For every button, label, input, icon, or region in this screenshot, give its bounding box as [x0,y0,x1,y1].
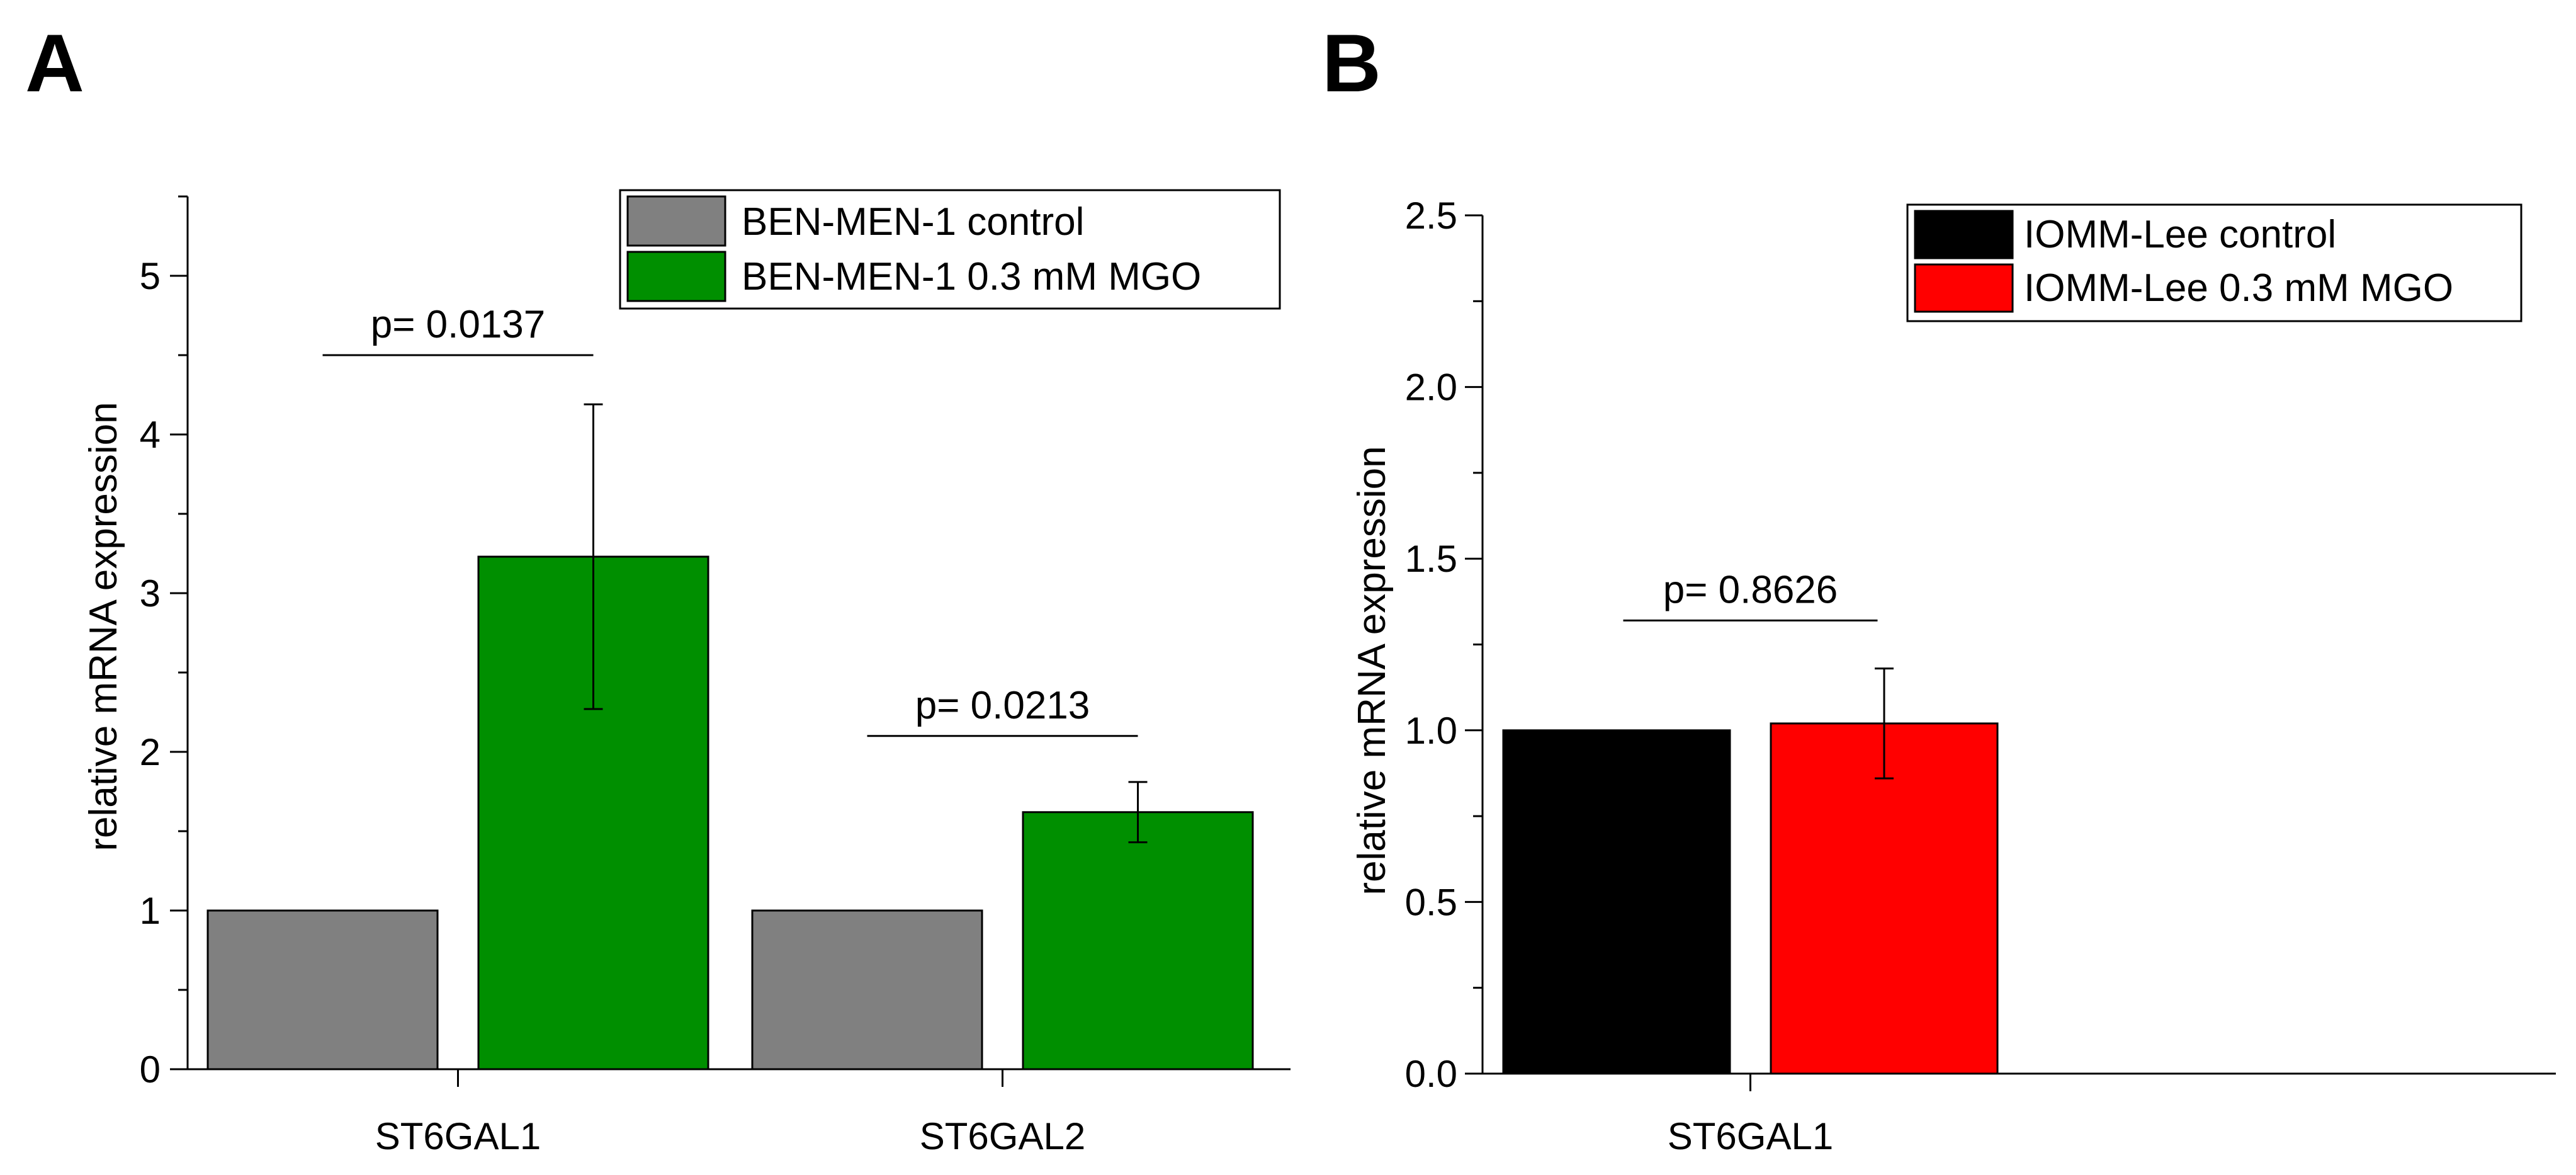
legend-box-a [619,189,1281,310]
y-tick-label-b-4: 2.0 [1405,366,1457,409]
x-tick-label-a-st6gal2: ST6GAL2 [920,1115,1085,1157]
y-tick-label-a-5: 5 [140,255,161,297]
y-tick-label-a-3: 3 [140,572,161,615]
panel-a: A relative mRNA expression ST6GAL1 ST6GAL… [25,17,1291,1157]
y-tick-label-b-1: 0.5 [1405,881,1457,923]
bar-a-st6gal2-control [751,909,983,1070]
legend-label-control-b: IOMM-Lee control [2024,213,2336,256]
bar-a-st6gal2-mgo [1022,811,1254,1070]
chart-marks-a: ST6GAL1 ST6GAL2 p= 0.0137 p= 0.0213 0 1 2 3 4 5 [140,195,1291,1157]
y-tick-label-b-2: 1.0 [1405,710,1457,752]
y-axis-title-b: relative mRNA expression [1350,446,1394,895]
legend-a: BEN-MEN-1 control BEN-MEN-1 0.3 mM MGO [619,189,1281,310]
p-value-label-a-0: p= 0.0137 [371,303,546,346]
bar-b-st6gal1-control [1502,729,1731,1075]
bar-a-st6gal1-control [206,909,439,1070]
x-tick-label-a-st6gal1: ST6GAL1 [375,1115,541,1157]
y-tick-label-a-0: 0 [140,1048,161,1091]
y-tick-label-b-0: 0.0 [1405,1053,1457,1095]
legend-label-control-a: BEN-MEN-1 control [742,200,1084,244]
panel-label-a: A [25,17,84,109]
y-tick-label-b-3: 1.5 [1405,538,1457,580]
y-tick-label-a-2: 2 [140,731,161,773]
legend-swatch-mgo-b [1914,263,2014,313]
legend-swatch-control-a [626,195,726,247]
bar-b-st6gal1-mgo [1770,722,1999,1075]
legend-swatch-control-b [1914,210,2014,259]
legend-label-mgo-b: IOMM-Lee 0.3 mM MGO [2024,266,2453,310]
x-tick-label-b-st6gal1: ST6GAL1 [1668,1115,1833,1157]
p-value-label-b-0: p= 0.8626 [1663,568,1838,611]
y-tick-label-a-1: 1 [140,890,161,932]
y-axis-title-a: relative mRNA expression [82,402,125,851]
p-value-label-a-1: p= 0.0213 [915,684,1090,727]
y-tick-label-b-5: 2.5 [1405,195,1457,237]
legend-b: IOMM-Lee control IOMM-Lee 0.3 mM MGO [1906,203,2522,322]
legend-label-mgo-a: BEN-MEN-1 0.3 mM MGO [742,255,1201,298]
panel-label-b: B [1322,17,1381,109]
chart-marks-b: ST6GAL1 p= 0.8626 0.0 0.5 1.0 1.5 2.0 2.5 [1405,195,2556,1157]
legend-swatch-mgo-a [626,251,726,302]
y-tick-label-a-4: 4 [140,414,161,456]
panel-b: B relative mRNA expression ST6GAL1 p= 0.8… [1322,17,2556,1157]
